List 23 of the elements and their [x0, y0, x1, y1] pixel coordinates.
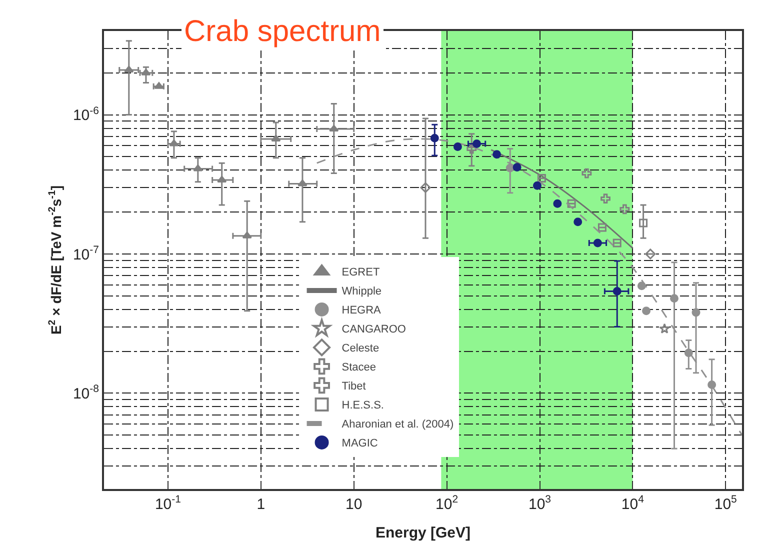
y-tick-label: 10$^{-8}$ — [72, 383, 100, 402]
legend-label: H.E.S.S. — [342, 400, 384, 412]
y-tick-label: 10$^{-6}$ — [72, 104, 100, 124]
legend-label: EGRET — [342, 266, 380, 279]
x-tick-label: 1 — [256, 496, 266, 513]
legend-label: Aharonian et al. (2004) — [342, 418, 454, 431]
legend-label: Tibet — [342, 380, 366, 393]
legend-label: CANGAROO — [342, 324, 406, 336]
x-tick-label: 10 — [346, 496, 362, 513]
x-tick-label: 10$^{-1}$ — [154, 494, 182, 513]
chart-title: Crab spectrum — [184, 15, 381, 48]
y-tick-label: 10$^{-7}$ — [72, 244, 100, 264]
x-tick-label: 10$^{2}$ — [436, 494, 458, 513]
line-series — [490, 149, 634, 249]
x-tick-label: 10$^{5}$ — [714, 494, 738, 513]
legend-label: Celeste — [342, 342, 380, 355]
x-tick-label: 10$^{4}$ — [621, 494, 644, 513]
x-tick-label: 10$^{3}$ — [528, 494, 552, 513]
legend-label: Whipple — [342, 286, 382, 298]
x-axis-title: Energy [GeV] — [375, 524, 471, 542]
legend-label: Stacee — [342, 362, 376, 374]
legend-label: HEGRA — [342, 304, 382, 317]
legend-label: MAGIC — [342, 438, 378, 450]
